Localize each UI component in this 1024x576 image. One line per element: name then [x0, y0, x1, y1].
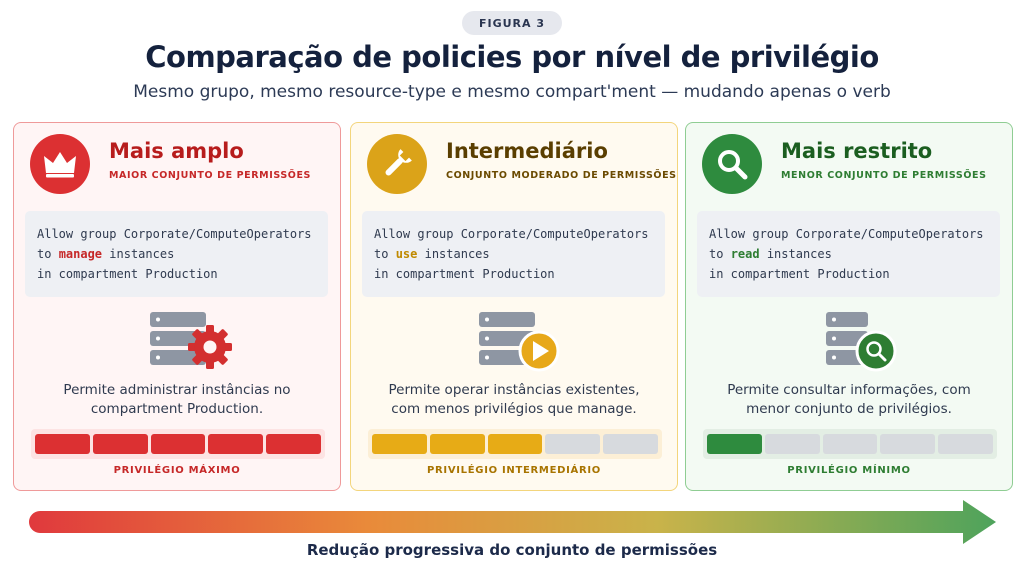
code-line-1: Allow group Corporate/ComputeOperators [374, 227, 649, 241]
card-title: Mais restrito [781, 139, 933, 163]
card-title: Mais amplo [109, 139, 244, 163]
server-gear-icon [126, 309, 236, 375]
card-intermediario: Intermediário CONJUNTO MODERADO DE PERMI… [350, 122, 678, 491]
level-segment [429, 434, 485, 454]
privilege-level-label: PRIVILÉGIO MÍNIMO [787, 465, 911, 476]
policy-verb: use [395, 247, 418, 261]
card-mais-restrito: Mais restrito MENOR CONJUNTO DE PERMISSÕ… [685, 122, 1013, 491]
code-suffix: instances [417, 247, 490, 261]
code-line-2: to read instances [709, 244, 988, 264]
code-line-3: in compartment Production [709, 267, 890, 281]
wrench-icon [367, 134, 427, 194]
code-line-3: in compartment Production [374, 267, 555, 281]
level-segment [35, 434, 90, 454]
crown-icon [30, 134, 90, 194]
code-prefix: to [374, 247, 396, 261]
level-segment [266, 434, 321, 454]
policy-code-block: Allow group Corporate/ComputeOperators t… [697, 211, 1000, 297]
card-description: Permite operar instâncias existentes, co… [388, 382, 640, 417]
card-subtitle: MENOR CONJUNTO DE PERMISSÕES [781, 170, 987, 181]
level-segment [372, 434, 427, 454]
code-line-1: Allow group Corporate/ComputeOperators [709, 227, 984, 241]
reduction-arrow [28, 500, 1000, 544]
page-subtitle: Mesmo grupo, mesmo resource-type e mesmo… [133, 82, 891, 102]
policy-code-block: Allow group Corporate/ComputeOperators t… [362, 211, 665, 297]
level-segment [938, 434, 993, 454]
server-play-icon [463, 309, 573, 375]
privilege-level-bar [31, 429, 325, 459]
figure-badge: FIGURA 3 [462, 11, 562, 35]
card-description: Permite consultar informações, com menor… [727, 382, 971, 417]
card-mais-amplo: Mais amplo MAIOR CONJUNTO DE PERMISSÕES … [13, 122, 341, 491]
code-line-3: in compartment Production [37, 267, 218, 281]
level-segment [92, 434, 148, 454]
code-line-2: to manage instances [37, 244, 316, 264]
code-line-2: to use instances [374, 244, 653, 264]
policy-verb: read [730, 247, 760, 261]
level-segment [603, 434, 658, 454]
server-search-icon [798, 309, 908, 375]
level-segment [822, 434, 878, 454]
card-subtitle: MAIOR CONJUNTO DE PERMISSÕES [109, 170, 312, 181]
privilege-level-label: PRIVILÉGIO INTERMEDIÁRIO [426, 465, 602, 476]
card-subtitle: CONJUNTO MODERADO DE PERMISSÕES [446, 170, 677, 181]
card-title: Intermediário [446, 139, 608, 163]
code-suffix: instances [759, 247, 832, 261]
level-segment [880, 434, 936, 454]
card-description: Permite administrar instâncias no compar… [63, 382, 291, 417]
level-segment [545, 434, 601, 454]
privilege-level-bar [703, 429, 997, 459]
code-suffix: instances [102, 247, 175, 261]
code-prefix: to [709, 247, 731, 261]
policy-verb: manage [58, 247, 103, 261]
level-segment [150, 434, 206, 454]
code-line-1: Allow group Corporate/ComputeOperators [37, 227, 312, 241]
arrow-label: Redução progressiva do conjunto de permi… [306, 541, 718, 559]
page-title: Comparação de policies por nível de priv… [145, 40, 879, 74]
level-segment [707, 434, 762, 454]
level-segment [487, 434, 543, 454]
level-segment [208, 434, 264, 454]
privilege-level-label: PRIVILÉGIO MÁXIMO [113, 465, 241, 476]
policy-code-block: Allow group Corporate/ComputeOperators t… [25, 211, 328, 297]
privilege-level-bar [368, 429, 662, 459]
code-prefix: to [37, 247, 59, 261]
level-segment [764, 434, 820, 454]
magnifier-icon [702, 134, 762, 194]
